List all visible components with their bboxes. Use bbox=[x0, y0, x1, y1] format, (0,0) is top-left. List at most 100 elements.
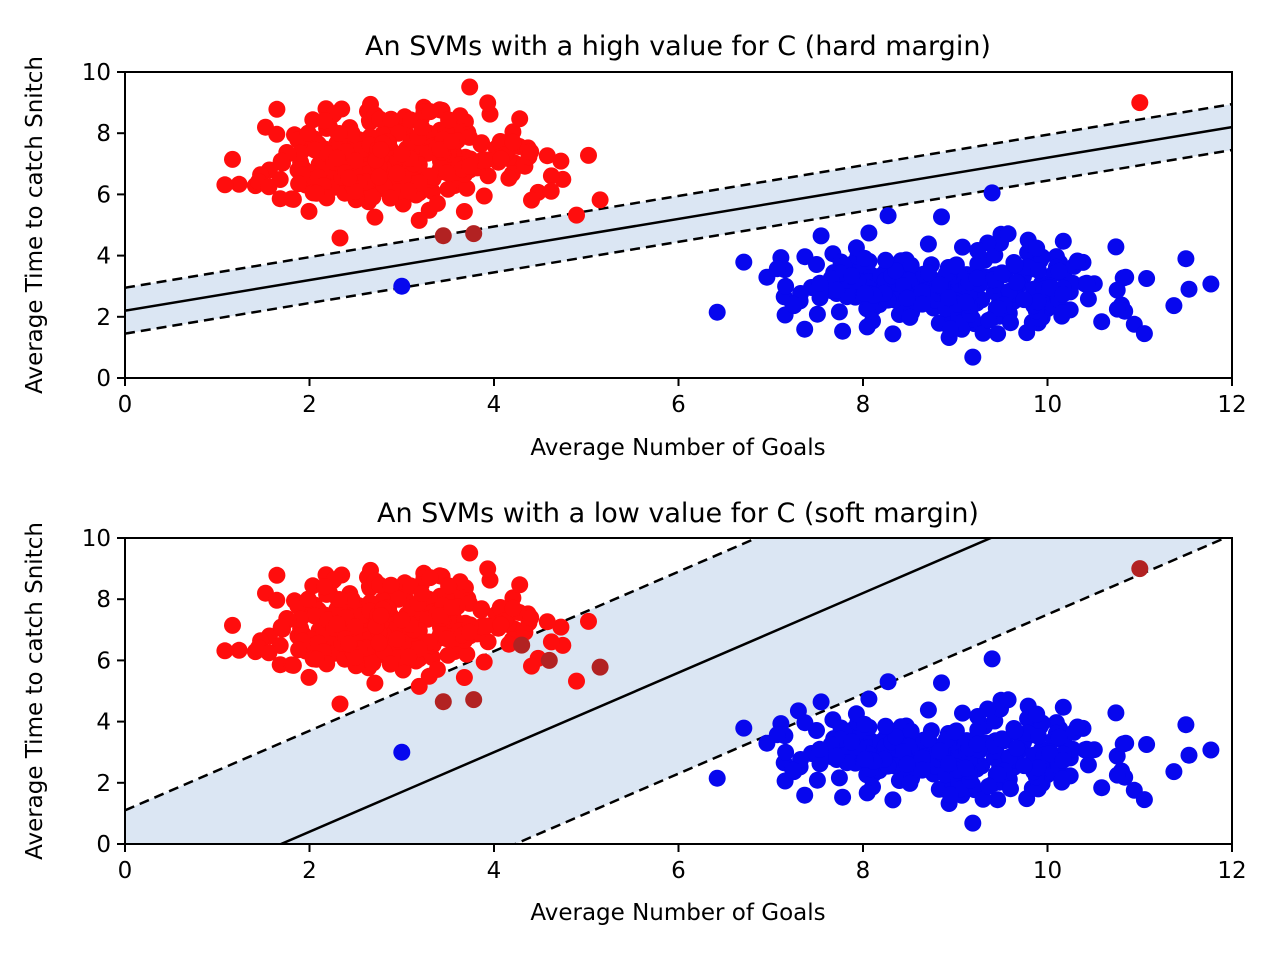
data-point-red-team bbox=[438, 630, 456, 648]
data-point-blue-team bbox=[1050, 262, 1068, 280]
data-point-blue-team bbox=[898, 289, 916, 307]
data-point-red-team bbox=[340, 169, 358, 187]
decision-boundary-line bbox=[125, 125, 1232, 312]
y-tick-label: 6 bbox=[96, 182, 111, 208]
data-point-blue-team bbox=[1015, 757, 1033, 775]
data-point-red-team bbox=[479, 560, 497, 578]
data-point-blue-team bbox=[920, 730, 937, 748]
data-point-blue-team bbox=[1078, 274, 1096, 292]
data-point-blue-team bbox=[913, 749, 931, 767]
data-point-red-team bbox=[461, 623, 478, 641]
data-point-blue-team bbox=[980, 311, 998, 329]
outlier-point-darkred bbox=[434, 227, 452, 245]
x-tick-label: 2 bbox=[302, 858, 317, 884]
data-point-blue-team bbox=[1107, 704, 1125, 722]
x-tick-label: 6 bbox=[671, 392, 686, 418]
outlier-point-darkred bbox=[465, 691, 483, 709]
y-axis-label: Average Time to catch Snitch bbox=[22, 56, 48, 394]
data-point-red-team bbox=[268, 566, 286, 584]
data-point-blue-team bbox=[856, 750, 874, 768]
data-point-blue-team bbox=[1165, 763, 1183, 781]
data-point-red-team bbox=[440, 577, 458, 595]
data-point-red-team bbox=[504, 599, 522, 617]
data-point-blue-team bbox=[1180, 746, 1198, 764]
data-point-blue-team bbox=[1028, 239, 1046, 257]
x-tick-label: 12 bbox=[1217, 858, 1246, 884]
data-point-red-team bbox=[346, 152, 364, 170]
data-point-blue-team bbox=[856, 715, 874, 733]
data-point-blue-team bbox=[858, 318, 876, 336]
data-point-blue-team bbox=[901, 308, 919, 326]
outlier-point-blue bbox=[393, 277, 411, 295]
data-point-blue-team bbox=[1202, 741, 1220, 759]
data-point-blue-team bbox=[812, 227, 830, 245]
data-point-blue-team bbox=[913, 283, 931, 301]
data-point-blue-team bbox=[1054, 232, 1072, 250]
data-point-blue-team bbox=[974, 790, 992, 808]
data-point-blue-team bbox=[1002, 314, 1019, 332]
clipped-plot-content bbox=[125, 78, 1232, 366]
data-point-red-team bbox=[511, 576, 529, 594]
data-point-red-team bbox=[216, 642, 234, 660]
y-tick-label: 6 bbox=[96, 648, 111, 674]
y-axis-label: Average Time to catch Snitch bbox=[22, 522, 48, 860]
data-point-blue-team bbox=[1029, 759, 1047, 777]
upper-margin-line bbox=[125, 102, 1232, 289]
data-point-blue-team bbox=[808, 305, 826, 323]
upper-margin-line bbox=[125, 538, 760, 812]
data-point-blue-team bbox=[1117, 734, 1135, 752]
x-tick-label: 4 bbox=[487, 858, 502, 884]
data-point-blue-team bbox=[1108, 300, 1126, 318]
data-point-red-team bbox=[568, 672, 585, 690]
data-point-blue-team bbox=[919, 235, 937, 253]
data-point-blue-team bbox=[777, 277, 795, 295]
data-point-blue-team bbox=[974, 324, 992, 342]
data-point-blue-team bbox=[1029, 293, 1047, 311]
y-tick-label: 10 bbox=[82, 526, 111, 552]
data-point-blue-team bbox=[843, 733, 861, 751]
outlier-point-blue bbox=[789, 702, 807, 720]
lower-margin-line bbox=[125, 148, 1232, 335]
data-point-blue-team bbox=[1008, 739, 1026, 757]
data-point-blue-team bbox=[879, 673, 897, 691]
data-point-blue-team bbox=[1053, 304, 1071, 322]
data-point-red-team bbox=[300, 668, 318, 686]
data-point-red-team bbox=[455, 203, 473, 220]
outlier-point-red bbox=[1131, 94, 1149, 112]
data-point-blue-team bbox=[913, 295, 931, 313]
decision-boundary-line bbox=[277, 538, 994, 844]
data-point-red-team bbox=[388, 630, 406, 648]
data-point-blue-team bbox=[1041, 279, 1059, 297]
data-point-blue-team bbox=[989, 300, 1007, 317]
x-tick-label: 12 bbox=[1217, 392, 1246, 418]
data-point-red-team bbox=[224, 616, 241, 634]
outlier-point-darkred bbox=[1131, 560, 1149, 578]
data-point-blue-team bbox=[796, 786, 814, 804]
data-point-red-team bbox=[477, 617, 495, 635]
cluster-red-team bbox=[216, 78, 597, 247]
data-point-red-team bbox=[272, 618, 290, 636]
data-point-blue-team bbox=[1030, 728, 1047, 745]
data-point-blue-team bbox=[877, 251, 895, 269]
y-tick-label: 8 bbox=[96, 121, 111, 147]
data-point-blue-team bbox=[884, 791, 902, 809]
data-point-blue-team bbox=[812, 693, 830, 711]
data-point-blue-team bbox=[980, 777, 998, 795]
x-tick-label: 0 bbox=[118, 392, 133, 418]
data-point-red-team bbox=[316, 578, 333, 596]
data-point-red-team bbox=[381, 655, 399, 673]
data-point-blue-team bbox=[954, 238, 971, 256]
data-point-red-team bbox=[306, 607, 324, 625]
data-point-blue-team bbox=[887, 262, 905, 280]
margin-band bbox=[125, 538, 1225, 844]
outlier-point-darkred bbox=[465, 225, 483, 243]
data-point-blue-team bbox=[1138, 270, 1156, 287]
data-point-blue-team bbox=[1138, 736, 1156, 753]
data-point-red-team bbox=[428, 194, 446, 212]
data-point-blue-team bbox=[808, 771, 826, 789]
outlier-point-blue bbox=[393, 743, 411, 761]
data-point-blue-team bbox=[796, 248, 814, 266]
data-point-blue-team bbox=[735, 719, 753, 737]
data-point-red-team bbox=[272, 152, 290, 170]
